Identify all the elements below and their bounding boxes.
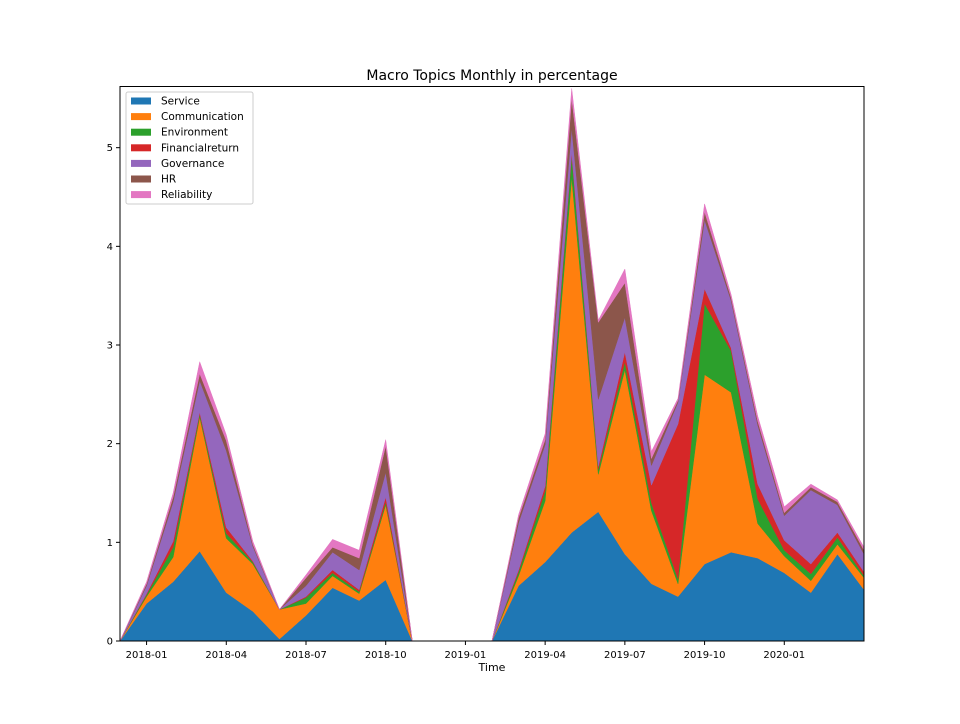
x-tick-label: 2018-10 <box>365 650 407 661</box>
x-tick-label: 2018-04 <box>205 650 247 661</box>
legend-label-governance: Governance <box>161 158 224 170</box>
plot-frame <box>119 86 865 642</box>
x-tick-label: 2019-10 <box>684 650 726 661</box>
y-tick-label: 3 <box>107 341 113 352</box>
legend: Service Communication Environment Financial… <box>125 91 254 205</box>
legend-swatch-environment <box>131 128 151 136</box>
legend-label-service: Service <box>161 96 200 108</box>
y-axis-ticks: 0 1 2 3 4 5 <box>107 143 120 648</box>
legend-swatch-reliability <box>131 191 151 199</box>
x-tick-label: 2019-07 <box>604 650 646 661</box>
x-tick-label: 2019-04 <box>524 650 566 661</box>
legend-swatch-hr <box>131 175 151 183</box>
x-axis-label: Time <box>478 661 506 674</box>
legend-box <box>125 91 254 205</box>
x-tick-label: 2018-07 <box>285 650 327 661</box>
y-tick-label: 5 <box>107 143 113 154</box>
x-tick-label: 2018-01 <box>126 650 168 661</box>
legend-label-communication: Communication <box>161 111 244 123</box>
legend-label-reliability: Reliability <box>161 189 212 201</box>
y-tick-label: 0 <box>107 637 113 648</box>
legend-label-financialreturn: Financialreturn <box>161 142 239 154</box>
legend-swatch-governance <box>131 159 151 167</box>
legend-label-hr: HR <box>161 174 176 186</box>
legend-swatch-financialreturn <box>131 144 151 152</box>
x-tick-label: 2019-01 <box>445 650 487 661</box>
y-tick-label: 4 <box>107 242 113 253</box>
legend-swatch-service <box>131 97 151 105</box>
x-tick-label: 2020-01 <box>763 650 805 661</box>
legend-label-environment: Environment <box>161 127 228 139</box>
x-axis-ticks: 2018-01 2018-04 2018-07 2018-10 2019-01 2019-… <box>126 641 805 661</box>
legend-swatch-communication <box>131 113 151 121</box>
y-tick-label: 2 <box>107 439 113 450</box>
y-tick-label: 1 <box>107 538 113 549</box>
chart-title: Macro Topics Monthly in percentage <box>366 68 617 84</box>
